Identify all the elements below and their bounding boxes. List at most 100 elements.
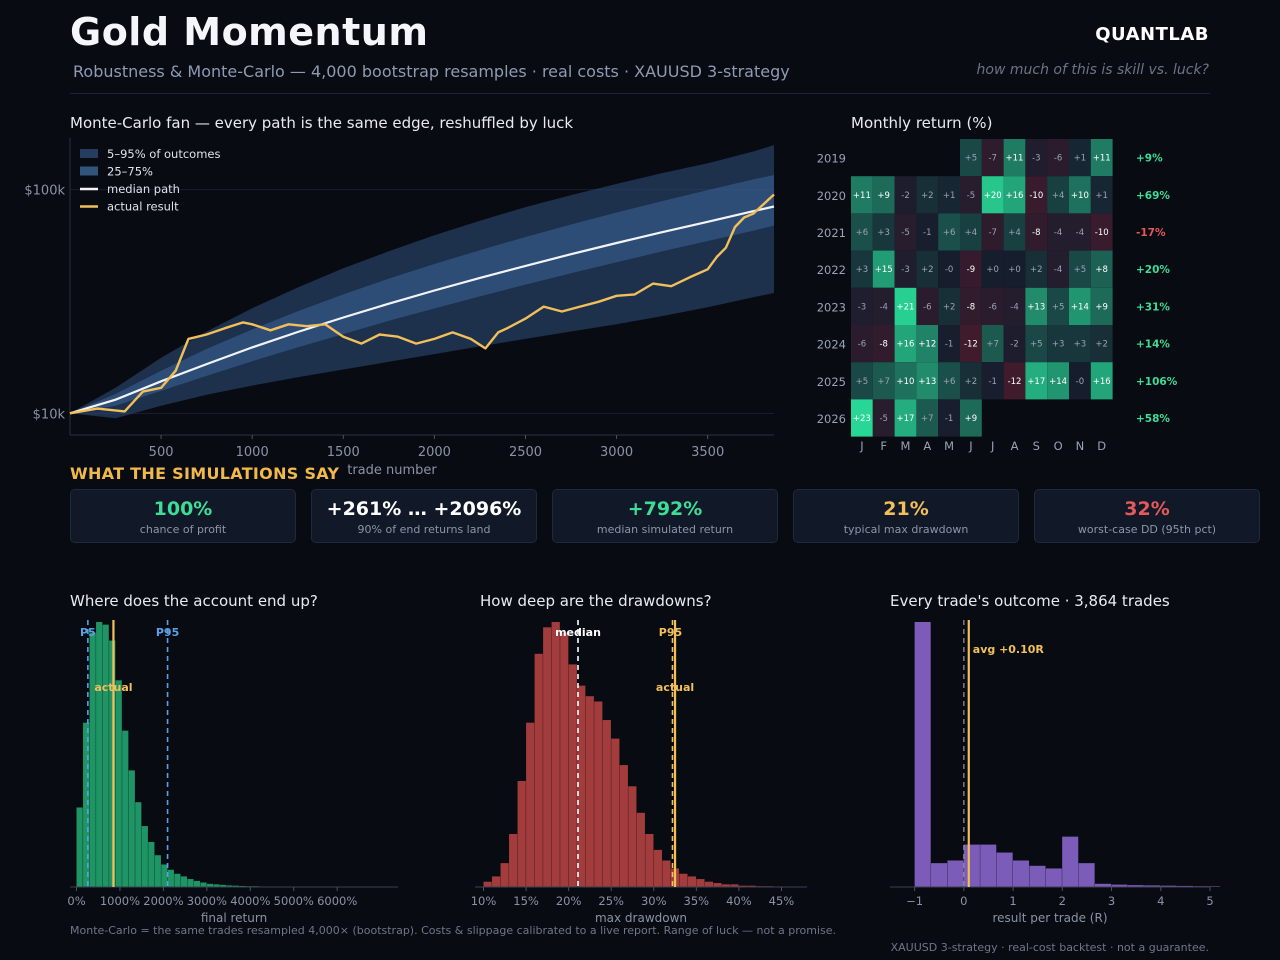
heatmap-cell-label: +3 [1052,340,1065,350]
x-tick-label: 6000% [317,894,357,908]
heatmap-cell-label: -4 [1076,228,1084,238]
histogram-bar [500,863,509,887]
histogram-bar [226,885,233,887]
heatmap-cell [981,139,1004,177]
histogram-bar [551,622,560,887]
heatmap-col-label: J [859,439,863,453]
heatmap-cell-label: -1 [945,414,953,424]
median-path-line [69,205,775,415]
heatmap-cell-label: +13 [918,377,936,387]
heatmap-col-label: D [1097,439,1106,453]
marker-label-actual: actual [656,681,694,694]
histogram-bar [747,885,756,887]
heatmap-cell-label: -2 [1010,340,1018,350]
monthly-return-heatmap: 2019 +5 -7 +11 -3 -6 +1 +11 +9% 2020 +11 +9 -2 +2 +1 -5… [817,139,1178,453]
histogram-bar [76,807,83,887]
heatmap-cell-label: -10 [1029,191,1043,201]
heatmap-cell [1047,176,1069,214]
histogram-bar [135,802,142,887]
heatmap-cell [981,176,1004,214]
heatmap-cell [916,176,939,214]
heatmap-cell [851,325,873,363]
heatmap-year-total: +106% [1136,376,1178,388]
histogram-bar [1094,883,1112,887]
heatmap-cell-label: +3 [877,228,890,238]
heatmap-cell [938,325,960,363]
histogram-bar [560,632,569,887]
heatmap-cell-label: +0 [986,265,999,275]
heatmap-col-label: M [901,439,911,453]
heatmap-row-label: 2025 [817,375,846,389]
heatmap-cell-label: +1 [943,191,956,201]
heatmap-cell-label: -2 [901,191,909,201]
heatmap-year-total: -17% [1136,227,1166,239]
heatmap-cell-label: -3 [1032,154,1040,164]
heatmap-cell-label: -4 [1054,265,1062,275]
heatmap-year-total: +20% [1136,264,1170,276]
heatmap-cell [894,213,917,251]
heatmap-col-label: M [944,439,954,453]
heatmap-cell [1069,176,1091,214]
histogram-bar [1160,885,1177,887]
heatmap-cell [851,213,873,251]
histogram-bar [628,786,637,887]
heatmap-cell [1003,362,1026,400]
heatmap-cell-label: -5 [967,191,975,201]
legend-swatch [80,166,98,176]
end-return-histogram: 0% 1000% 2000% 3000% 4000% 5000% 6000% final re… [67,620,398,924]
histogram-bar [730,884,739,887]
heatmap-cell-label: +10 [1071,191,1089,201]
heatmap-cell [894,399,917,437]
histogram-bar [174,873,181,887]
heatmap-cell [1003,139,1026,177]
stat-value: 21% [883,498,929,520]
histogram-bar [704,881,714,887]
stat-value: 100% [153,498,213,520]
heatmap-cell-label: -9 [967,265,975,275]
fan-legend: 5–95% of outcomes 25–75% median path actual… [80,147,220,214]
heatmap-cell [960,287,982,325]
heatmap-cell-label: -6 [988,302,996,312]
histogram-bar [947,860,964,887]
x-tick-label: 5 [1206,894,1213,908]
histogram-bar [509,834,518,887]
heatmap-cell-label: +21 [897,302,915,312]
legend-label: median path [107,182,180,196]
stat-label: chance of profit [139,523,227,536]
heatmap-cell-label: +6 [943,228,956,238]
heatmap-cell [1090,139,1113,177]
histogram-bar [1029,865,1046,887]
heatmap-cell [938,399,960,437]
heatmap-cell [851,399,873,437]
histogram-bar [219,884,227,887]
heatmap-cell [894,362,917,400]
heatmap-cell [1003,176,1026,214]
histogram-bar [128,770,135,887]
heatmap-cell-label: +4 [1052,191,1065,201]
heatmap-cell [1069,287,1091,325]
heatmap-row-label: 2026 [817,412,846,426]
heatmap-cell-label: -7 [988,228,996,238]
heatmap-cell [1090,362,1113,400]
legend-label: 5–95% of outcomes [107,147,220,161]
histogram-bar [611,738,620,887]
x-tick-label: 45% [769,894,795,908]
histogram-bar [585,696,594,887]
heatmap-row-label: 2024 [817,338,846,352]
heatmap-cell-label: +2 [1030,265,1043,275]
heatmap-cell-label: +0 [1008,265,1021,275]
trade-outcome-hist-title: Every trade's outcome · 3,864 trades [890,592,1170,610]
heatmap-cell [1025,287,1048,325]
heatmap-cell-label: +1 [1095,191,1108,201]
histogram-bar [154,855,161,887]
histogram-bar [517,781,526,887]
footer-disclaimer: XAUUSD 3-strategy · real-cost backtest ·… [890,941,1209,954]
histogram-bar [543,627,552,887]
x-tick-label: 500 [149,445,174,460]
histogram-bar [161,864,168,887]
x-tick-label: 3 [1108,894,1115,908]
x-tick-label: 15% [513,894,539,908]
heatmap-cell [981,362,1004,400]
histogram-bar [696,879,705,887]
x-tick-label: 4 [1157,894,1164,908]
